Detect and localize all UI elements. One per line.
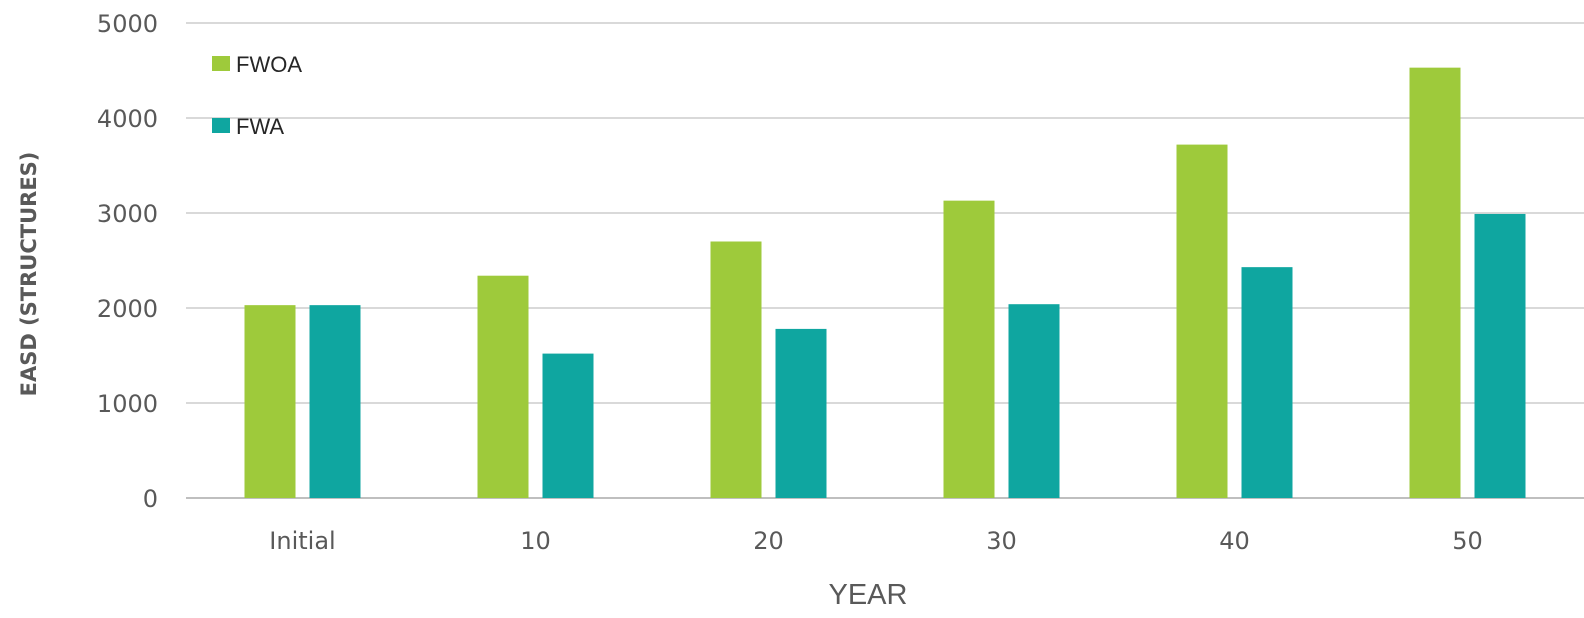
legend: FWOA FWA [212,52,302,139]
bar-fwoa-10 [477,275,529,498]
legend-swatch-fwa [212,118,230,133]
gridlines [186,22,1584,499]
legend-label-fwa: FWA [236,114,284,139]
bar-fwoa-20 [710,241,762,498]
x-axis-title: YEAR [829,579,908,611]
x-axis-tick-labels: Initial 10 20 30 40 50 [269,527,1482,555]
y-tick-label-0: 0 [143,485,158,513]
bar-fwoa-30 [943,200,995,498]
legend-label-fwoa: FWOA [236,52,302,77]
y-axis-tick-labels: 0 1000 2000 3000 4000 5000 [97,10,158,513]
x-tick-label-10: 10 [520,527,551,555]
bar-fwoa-40 [1176,144,1228,498]
bar-fwoa-initial [244,305,296,498]
y-tick-label-1000: 1000 [97,390,158,418]
bar-fwoa-50 [1409,67,1461,499]
x-tick-label-30: 30 [986,527,1017,555]
legend-swatch-fwoa [212,56,230,71]
y-tick-label-5000: 5000 [97,10,158,38]
bar-fwa-30 [1008,304,1060,498]
bar-fwa-50 [1474,213,1526,498]
x-tick-label-20: 20 [753,527,784,555]
x-tick-label-40: 40 [1219,527,1250,555]
x-tick-label-50: 50 [1452,527,1483,555]
bar-fwa-20 [775,328,827,498]
y-tick-label-3000: 3000 [97,200,158,228]
y-axis-title: EASD (STRUCTURES) [17,152,41,397]
y-tick-label-4000: 4000 [97,105,158,133]
bar-fwa-initial [309,305,361,498]
y-tick-label-2000: 2000 [97,295,158,323]
bar-fwa-10 [542,353,594,498]
x-tick-label-initial: Initial [269,527,335,555]
bar-fwa-40 [1241,267,1293,498]
bars [244,67,1526,499]
